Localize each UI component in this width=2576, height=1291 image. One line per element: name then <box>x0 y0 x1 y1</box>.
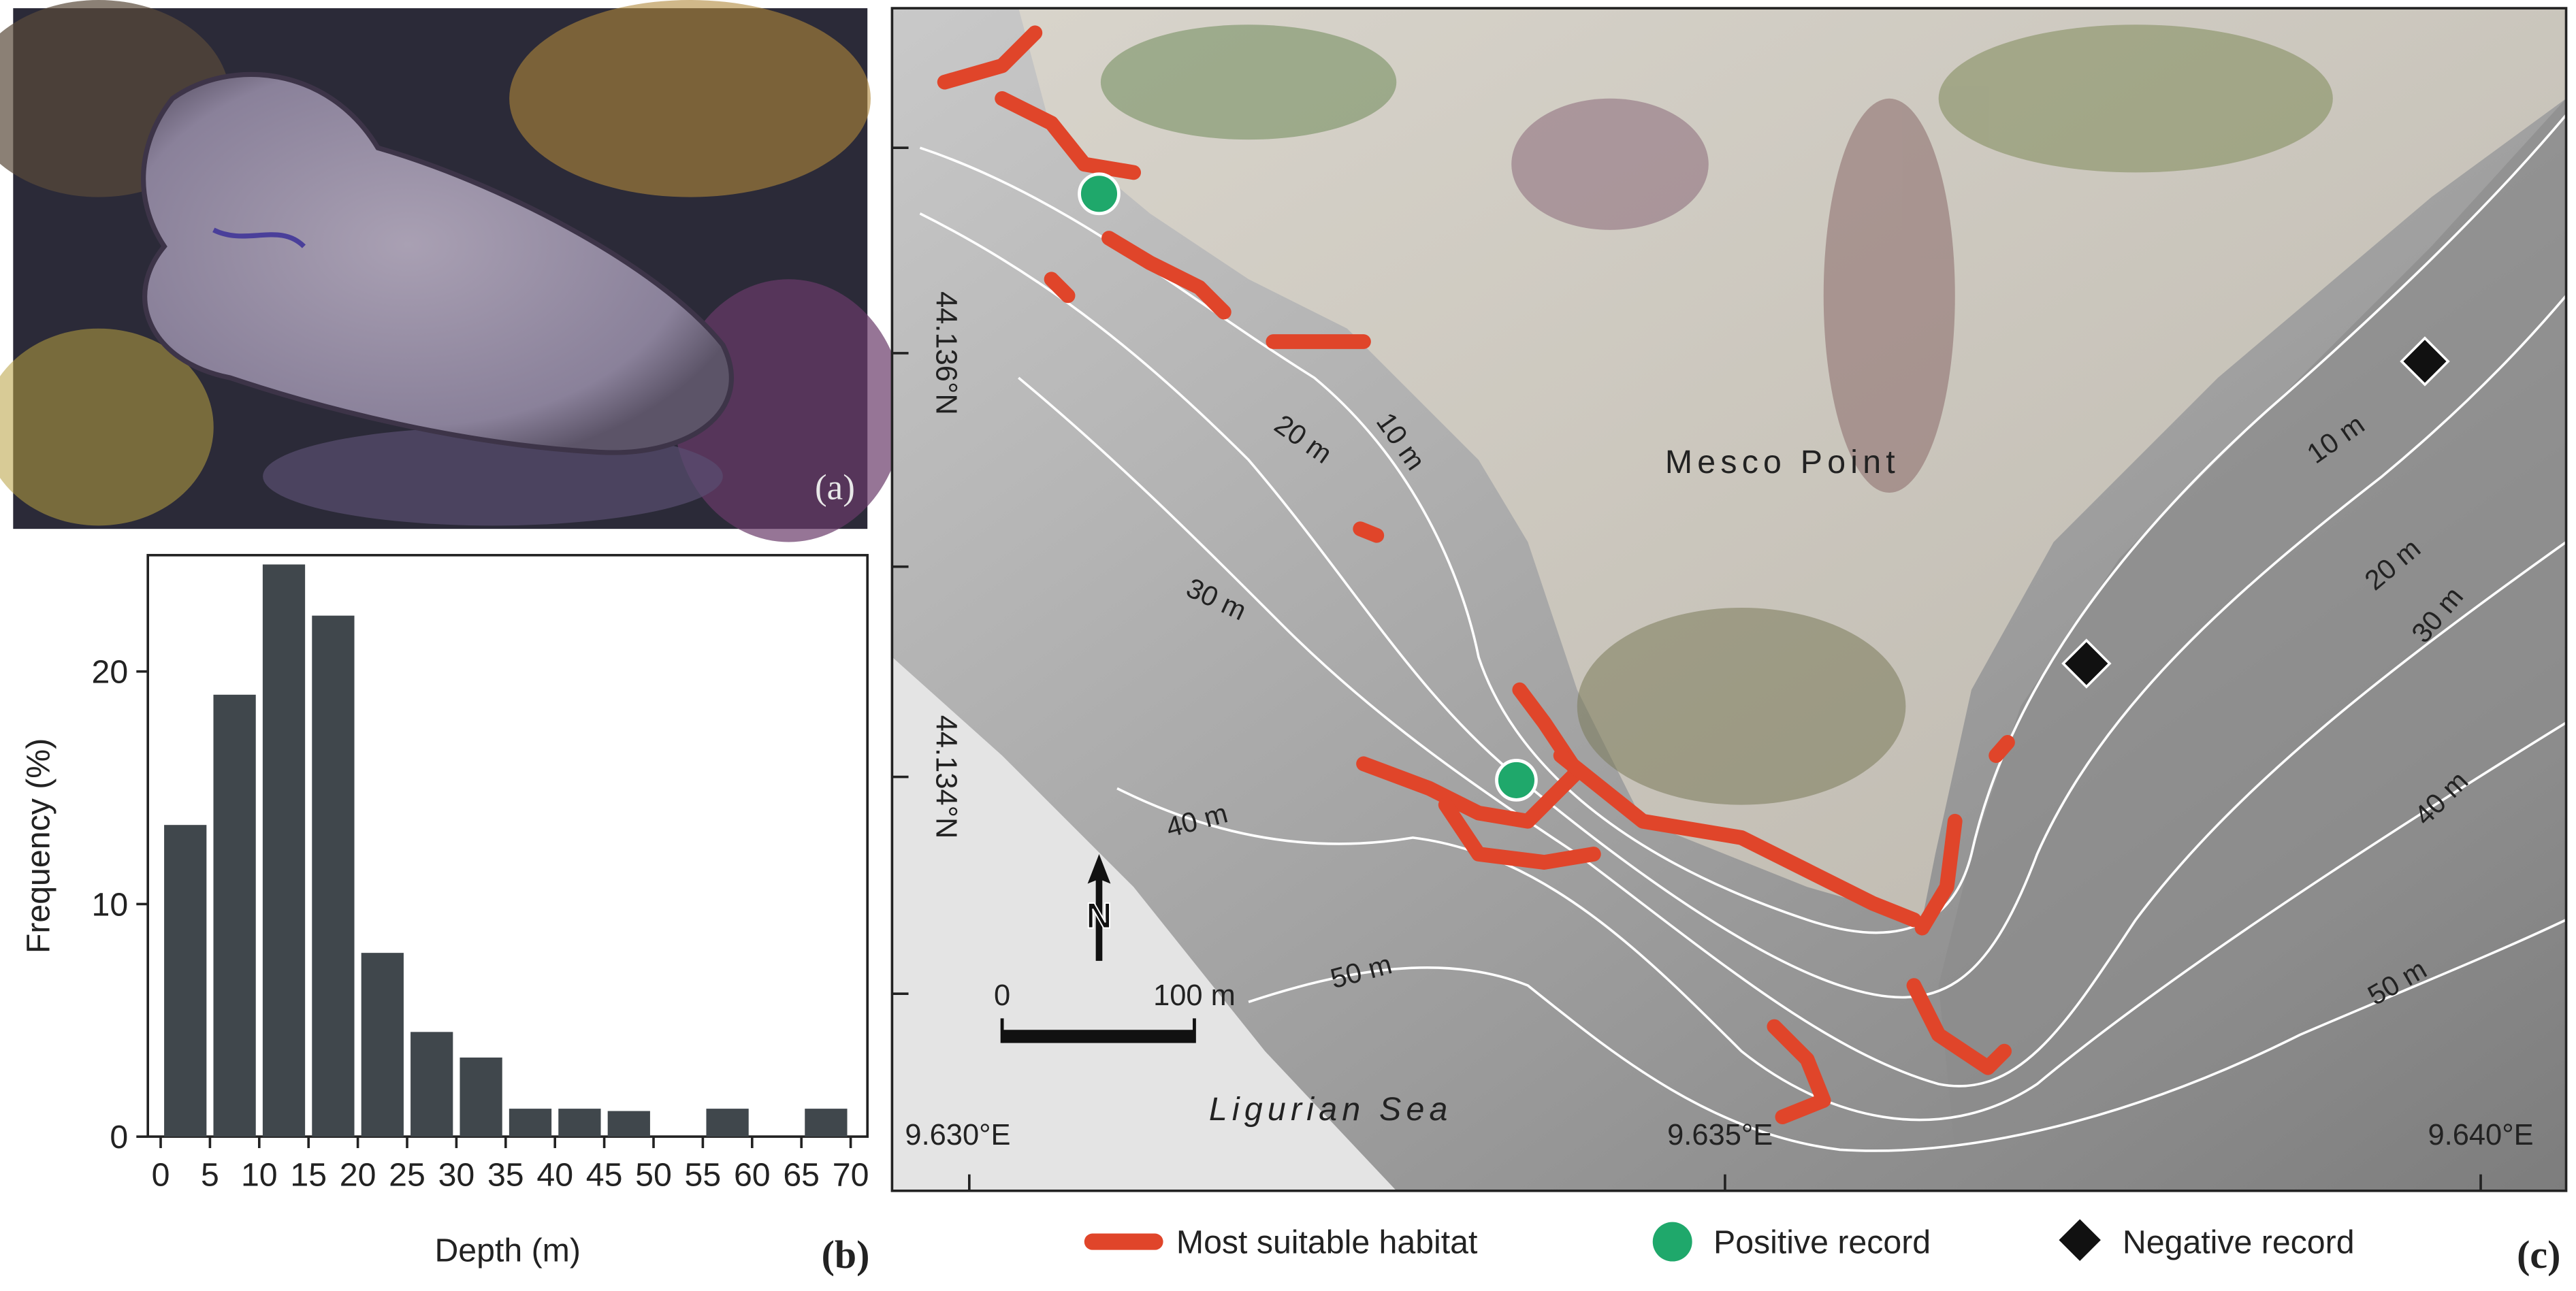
flat-seabed <box>892 657 1397 1191</box>
x-tick-label: 0 <box>152 1157 170 1194</box>
x-tick-label: 15 <box>290 1157 327 1194</box>
bar <box>805 1109 848 1137</box>
y-tick-label: 10 <box>92 886 129 923</box>
positive-record <box>1078 172 1121 216</box>
bar <box>164 825 207 1137</box>
latitude-label: 44.134°N <box>930 715 963 839</box>
bar <box>262 564 306 1137</box>
x-tick-label: 65 <box>783 1157 820 1194</box>
habitat-patch <box>1438 797 1601 870</box>
vegetation-patch <box>1938 24 2333 173</box>
habitat-patch <box>937 25 1043 90</box>
x-tick-label: 40 <box>536 1157 573 1194</box>
photo-texture <box>0 328 214 526</box>
bar <box>460 1057 502 1137</box>
longitude-label: 9.640°E <box>2428 1119 2534 1151</box>
place-label: Mesco Point <box>1665 444 1900 480</box>
habitat-patch <box>1044 272 1076 304</box>
x-tick-label: 5 <box>201 1157 219 1194</box>
north-label: N <box>1086 896 1112 936</box>
habitat-patch <box>995 91 1142 180</box>
vegetation-patch <box>1511 98 1709 230</box>
photo-texture <box>673 279 904 542</box>
sponge <box>140 71 734 455</box>
y-axis-label: Frequency (%) <box>20 738 57 953</box>
place-label: Ligurian Sea <box>1209 1091 1453 1128</box>
contour-line <box>1248 918 2566 1152</box>
x-tick-label: 70 <box>833 1157 869 1194</box>
positive-record <box>1495 759 1538 802</box>
contour-line <box>1116 721 2566 1122</box>
habitat-patch <box>1767 1019 1831 1125</box>
photo-texture <box>509 0 871 197</box>
map-frame-ticks <box>892 146 2482 1191</box>
bar <box>558 1109 601 1137</box>
bar <box>213 694 256 1137</box>
vegetation-patch <box>1100 24 1397 140</box>
legend-label: Most suitable habitat <box>1176 1224 1478 1260</box>
habitat-patch <box>1101 231 1231 320</box>
contour-line <box>1018 376 2566 1088</box>
scale-label: 0 <box>994 979 1010 1012</box>
habitat-patch <box>1906 978 2012 1075</box>
y-tick-label: 20 <box>92 654 129 691</box>
bar <box>361 953 404 1137</box>
bar <box>312 615 355 1137</box>
bar <box>410 1032 453 1137</box>
y-tick-label: 0 <box>110 1119 128 1156</box>
legend-swatch <box>1652 1222 1692 1262</box>
north-arrow: N <box>1085 854 1113 961</box>
legend-swatch <box>2059 1219 2101 1261</box>
north-arrow-shape <box>1087 854 1111 961</box>
scale-bar-shape <box>1002 1030 1195 1043</box>
x-tick-label: 20 <box>340 1157 376 1194</box>
map-frame <box>890 7 2568 1192</box>
habitat-patch <box>1914 813 1963 936</box>
habitat-patch <box>1553 748 1922 928</box>
scale-label: 100 m <box>1153 979 1236 1012</box>
x-tick-label: 35 <box>487 1157 524 1194</box>
panel-label: (b) <box>822 1232 870 1277</box>
photo-texture <box>212 227 306 248</box>
x-axis-label: Depth (m) <box>434 1232 580 1269</box>
x-tick-label: 45 <box>586 1157 623 1194</box>
plot-frame <box>146 553 869 1138</box>
x-tick-label: 25 <box>389 1157 425 1194</box>
vegetation-patch <box>1577 607 1906 805</box>
contour-line <box>919 212 2566 999</box>
x-tick-label: 50 <box>635 1157 672 1194</box>
bar <box>706 1109 749 1137</box>
bar <box>509 1109 552 1137</box>
habitat-patch <box>1353 521 1385 543</box>
legend-label: Positive record <box>1713 1224 1931 1260</box>
negative-record <box>2400 336 2450 387</box>
x-tick-label: 55 <box>685 1157 722 1194</box>
legend-label: Negative record <box>2123 1224 2355 1260</box>
panel-label: (c) <box>2517 1232 2560 1277</box>
habitat <box>937 25 2015 1125</box>
photo-panel: (a) <box>0 0 904 542</box>
habitat-patch <box>1989 735 2015 764</box>
habitat-patch <box>1356 682 1585 829</box>
longitude-label: 9.635°E <box>1667 1119 1773 1151</box>
scale-bar: 0 100 m <box>994 979 1236 1043</box>
contours <box>919 114 2566 1152</box>
x-tick-label: 60 <box>734 1157 771 1194</box>
negative-record <box>2061 638 2112 689</box>
x-tick-label: 30 <box>438 1157 475 1194</box>
longitude-label: 9.630°E <box>905 1119 1010 1151</box>
latitude-label: 44.136°N <box>930 291 963 415</box>
land <box>1018 8 2566 920</box>
panel-label: (a) <box>815 468 855 508</box>
map-panel: 10 m 20 m 30 m 40 m 50 m 10 m 20 m 30 m … <box>890 7 2568 1277</box>
vegetation-patch <box>1823 98 1955 493</box>
legend: Most suitable habitat Positive record Ne… <box>1084 1219 2355 1262</box>
bar <box>607 1111 650 1137</box>
vegetation <box>1100 24 2333 805</box>
x-tick-label: 10 <box>241 1157 278 1194</box>
contour-line <box>919 114 2566 934</box>
